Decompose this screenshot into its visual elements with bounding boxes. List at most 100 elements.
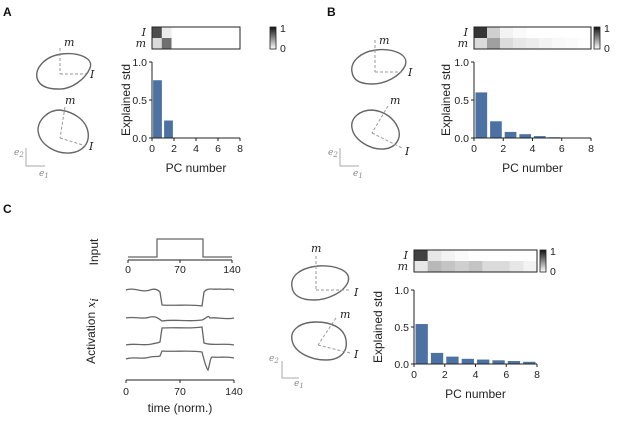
heatmap-row-label-b-m: m — [458, 37, 468, 50]
activation-trace-2 — [125, 315, 235, 322]
heatmap-cell-c-i-8 — [523, 250, 538, 261]
xtick-label-a-4: 8 — [237, 143, 243, 155]
panel-b-shapes: m I m I e2 e1 — [328, 34, 413, 180]
panel-label-a: A — [3, 5, 12, 19]
xtick-label-a-2: 4 — [193, 143, 199, 155]
ytick-label-b-1: 0.5 — [454, 95, 469, 107]
heatmap-cell-c-i-1 — [427, 250, 442, 261]
xtick-label-c-3: 6 — [503, 369, 509, 381]
i-label-a-top: I — [89, 68, 95, 81]
heatmap-cell-c-i-3 — [455, 250, 469, 261]
activation-xtick-label-0: 0 — [123, 386, 129, 398]
bar-c-1 — [430, 352, 444, 364]
activation-ylabel: Activationxi — [84, 298, 101, 364]
panel-c-shapes: m I m I e2 e1 — [269, 242, 359, 390]
heatmap-cell-a-m-2 — [171, 38, 182, 49]
input-xtick-label-1: 70 — [174, 264, 186, 276]
i-vector-a-bottom — [59, 137, 87, 147]
i-label-b-bottom: I — [404, 145, 410, 158]
heatmap-cell-a-m-8 — [230, 38, 241, 49]
xtick-label-b-0: 0 — [471, 143, 477, 155]
ylabel-b: Explained std — [439, 64, 453, 136]
heatmap-cell-a-i-4 — [191, 27, 202, 38]
i-label-c-bottom: I — [353, 348, 359, 361]
heatmap-frame-c — [413, 249, 538, 273]
heatmap-cell-c-i-0 — [414, 250, 428, 261]
i-vector-b-bottom — [371, 132, 403, 149]
heatmap-cell-a-m-6 — [210, 38, 221, 49]
heatmap-cell-c-i-5 — [482, 250, 497, 261]
shape-b-bottom — [351, 109, 400, 150]
m-vector-b-bottom — [371, 105, 389, 134]
heatmap-cell-a-m-4 — [191, 38, 202, 49]
heatmap-cell-b-m-1 — [487, 38, 501, 49]
activation-xtick-label-2: 140 — [225, 386, 243, 398]
heatmap-cell-c-m-4 — [468, 261, 483, 272]
input-ylabel: Input — [87, 238, 101, 265]
colorbar-b — [593, 26, 601, 50]
xtick-label-b-3: 6 — [559, 143, 565, 155]
heatmap-cell-b-i-3 — [513, 27, 527, 38]
activation-trace-1 — [125, 288, 235, 307]
heatmap-frame-a — [151, 26, 241, 50]
colorbar-tick-low-a: 0 — [280, 43, 286, 55]
input-xtick-label-0: 0 — [125, 264, 131, 276]
bar-b-4 — [533, 136, 546, 138]
xtick-label-c-2: 4 — [473, 369, 479, 381]
heatmap-cell-b-i-7 — [565, 27, 579, 38]
heatmap-row-label-b-i: I — [463, 26, 469, 39]
activation-trace-3 — [125, 326, 235, 346]
heatmap-cell-c-m-2 — [441, 261, 456, 272]
e2-label-b: e2 — [328, 148, 338, 159]
bar-b-2 — [504, 131, 517, 138]
heatmap-cell-c-i-6 — [496, 250, 510, 261]
bar-c-7 — [523, 361, 536, 364]
panel-a-shapes: m I m I e2 e1 — [14, 36, 95, 180]
heatmap-cell-b-m-4 — [526, 38, 540, 49]
colorbar-c — [539, 249, 547, 273]
heatmap-cell-a-i-3 — [181, 27, 192, 38]
heatmap-cell-b-i-5 — [539, 27, 553, 38]
shape-a-top — [36, 52, 92, 90]
activation-xlabel: time (norm.) — [148, 401, 213, 415]
panel-label-b: B — [327, 5, 336, 19]
heatmap-cell-a-m-0 — [152, 38, 162, 49]
ytick-label-a-2: 1.0 — [132, 57, 147, 69]
heatmap-cell-a-i-5 — [200, 27, 211, 38]
heatmap-row-label-a-m: m — [136, 37, 146, 50]
heatmap-cell-b-m-8 — [578, 38, 592, 49]
bar-c-4 — [477, 359, 490, 364]
basis-axes-a — [25, 148, 45, 167]
ytick-label-b-0: 0.0 — [454, 133, 469, 145]
m-label-a-top: m — [64, 36, 74, 49]
ytick-label-c-2: 1.0 — [394, 285, 409, 297]
bar-c-2 — [446, 356, 459, 364]
colorbar-tick-high-a: 1 — [280, 23, 286, 35]
heatmap-cell-b-i-8 — [578, 27, 592, 38]
input-xtick-label-2: 140 — [223, 264, 241, 276]
bar-c-5 — [492, 360, 505, 364]
m-label-b-top: m — [379, 34, 389, 47]
ylabel-a: Explained std — [119, 64, 133, 136]
heatmap-cell-c-m-1 — [427, 261, 442, 272]
heatmap-cell-a-i-2 — [171, 27, 182, 38]
e1-label-b: e1 — [353, 169, 363, 180]
colorbar-tick-high-b: 1 — [604, 23, 610, 35]
m-label-c-top: m — [311, 242, 321, 255]
heatmap-cell-c-m-6 — [496, 261, 510, 272]
input-plot: 0 70 140 Input — [87, 238, 241, 276]
colorbar-tick-low-c: 0 — [550, 266, 556, 278]
i-vector-c-bottom — [317, 344, 351, 354]
ylabel-c: Explained std — [371, 291, 385, 363]
basis-axes-b — [339, 148, 359, 167]
heatmap-cell-a-i-0 — [152, 27, 162, 38]
heatmap-cell-a-m-1 — [161, 38, 172, 49]
heatmap-cell-a-i-1 — [161, 27, 172, 38]
heatmap-cell-b-i-6 — [552, 27, 566, 38]
xtick-label-b-2: 4 — [530, 143, 536, 155]
xtick-label-c-0: 0 — [411, 369, 417, 381]
colorbar-a — [269, 26, 277, 50]
